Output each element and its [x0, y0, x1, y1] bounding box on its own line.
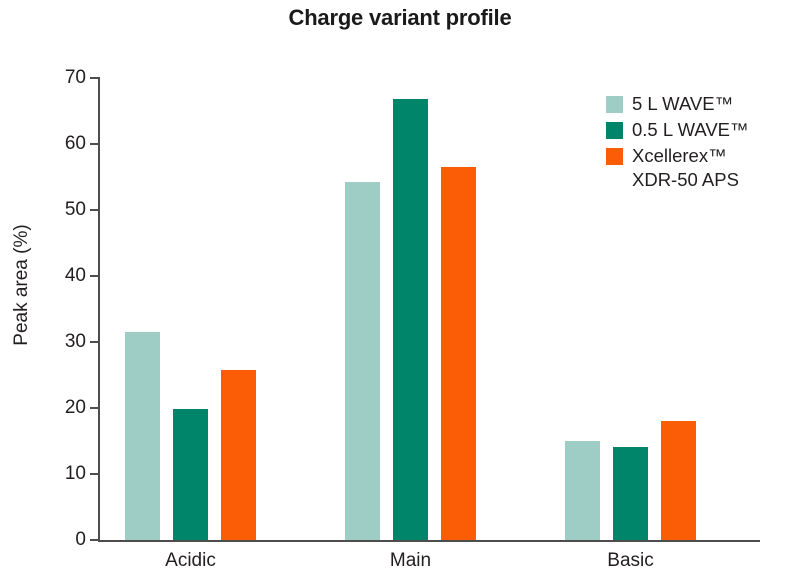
y-tick-mark — [90, 209, 98, 211]
legend-color-swatch — [606, 122, 623, 139]
y-tick-label: 50 — [64, 199, 86, 220]
plot-area — [98, 78, 718, 540]
chart-title: Charge variant profile — [288, 5, 512, 30]
y-tick-label: 10 — [64, 463, 86, 484]
bar — [221, 369, 256, 540]
bar — [173, 409, 208, 540]
legend-color-swatch — [606, 148, 623, 165]
y-tick-label: 0 — [75, 529, 86, 550]
legend-label: 0.5 L WAVE™ — [632, 119, 749, 140]
y-tick-label: 60 — [64, 133, 86, 154]
legend-item[interactable]: 0.5 L WAVE™ — [606, 118, 796, 142]
y-tick-label: 20 — [64, 397, 86, 418]
legend-label: 5 L WAVE™ — [632, 93, 734, 114]
bar — [345, 182, 380, 540]
y-tick-label: 40 — [64, 265, 86, 286]
bar — [661, 421, 696, 540]
bar — [613, 446, 648, 540]
y-tick-mark — [90, 143, 98, 145]
bar — [393, 99, 428, 540]
legend-label: Xcellerex™ XDR-50 APS — [632, 145, 739, 190]
bar — [565, 441, 600, 540]
y-tick-mark — [90, 341, 98, 343]
y-tick-label: 70 — [64, 67, 86, 88]
y-tick-mark — [90, 473, 98, 475]
y-axis-line — [98, 77, 100, 541]
y-tick-mark — [90, 275, 98, 277]
y-axis-title: Peak area (%) — [11, 224, 32, 346]
legend-color-swatch — [606, 96, 623, 113]
y-tick-label: 30 — [64, 331, 86, 352]
y-tick-mark — [90, 539, 98, 541]
chart-legend: 5 L WAVE™ 0.5 L WAVE™ Xcellerex™ XDR-50 AP… — [606, 92, 796, 194]
bar — [441, 167, 476, 540]
x-category-label: Basic — [607, 550, 654, 571]
legend-item[interactable]: Xcellerex™ XDR-50 APS — [606, 144, 796, 192]
bar — [125, 332, 160, 540]
x-category-label: Main — [389, 550, 432, 571]
y-tick-mark — [90, 407, 98, 409]
x-category-label: Acidic — [165, 550, 216, 571]
x-axis-line — [98, 540, 760, 542]
legend-item[interactable]: 5 L WAVE™ — [606, 92, 796, 116]
y-tick-mark — [90, 77, 98, 79]
